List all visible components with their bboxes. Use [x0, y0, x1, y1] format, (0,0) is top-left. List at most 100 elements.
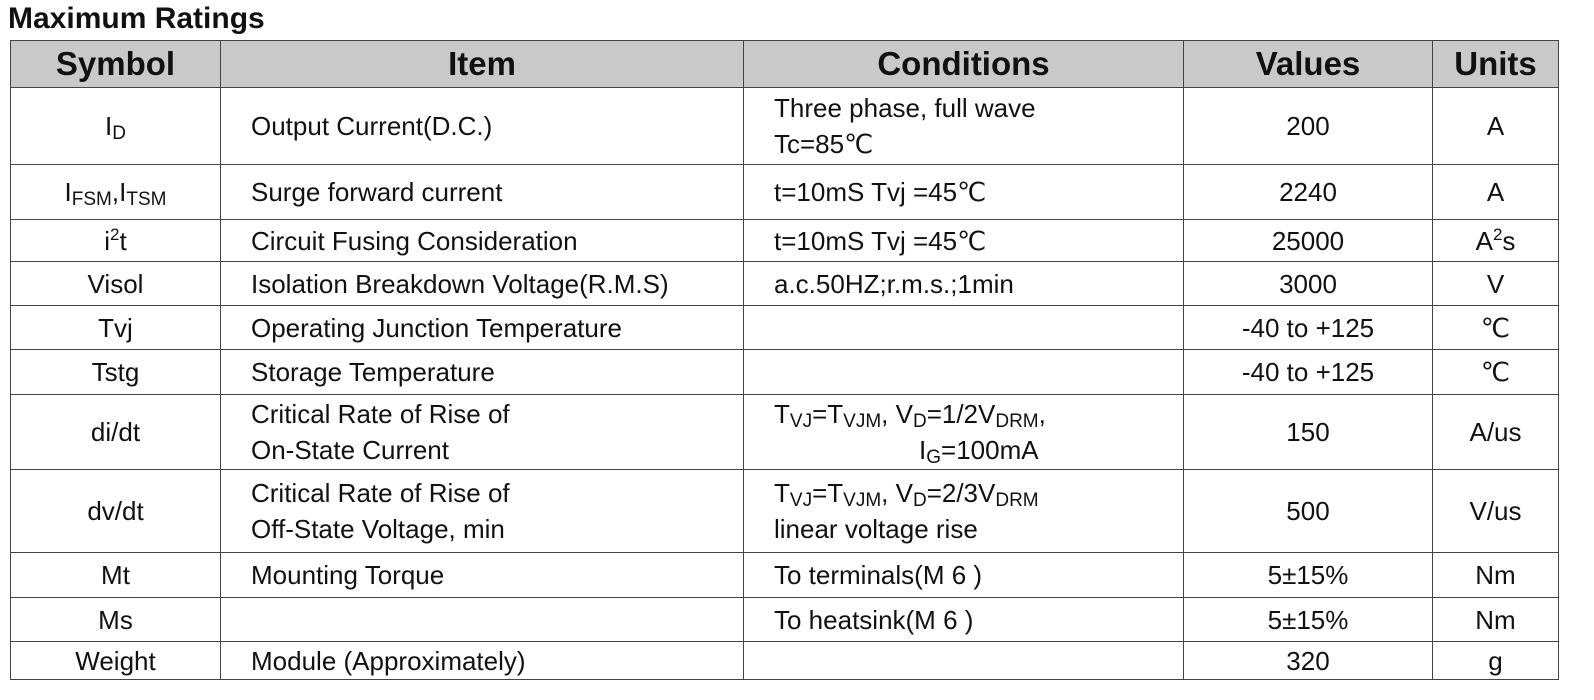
cell-text: 25000 — [1271, 225, 1345, 256]
cell-text: Isolation Breakdown Voltage(R.M.S) — [251, 268, 669, 299]
subscript: G — [926, 447, 942, 468]
table-cell: V/us — [1432, 469, 1559, 553]
table-cell: A — [1432, 87, 1559, 165]
cell-text: Nm — [1475, 560, 1516, 590]
superscript: 2 — [110, 224, 120, 244]
ratings-table: Symbol Item Conditions Values Units ID Output… — [10, 40, 1559, 680]
table-cell: A2s — [1432, 219, 1559, 262]
cell-text: Off-State Voltage, min — [251, 514, 505, 544]
cell-line: V — [1433, 266, 1558, 302]
subscript: TSM — [126, 189, 167, 210]
table-cell: di/dt — [10, 394, 221, 470]
table-row: di/dt Critical Rate of Rise of On-State Cu… — [10, 394, 1559, 470]
table-cell: Visol — [10, 261, 221, 306]
table-cell: 25000 — [1183, 219, 1433, 262]
table-cell: Ms — [10, 597, 221, 642]
cell-line: Tstg — [11, 354, 220, 390]
cell-text: di/dt — [90, 417, 141, 447]
table-cell: Circuit Fusing Consideration — [220, 219, 744, 262]
cell-line: g — [1433, 643, 1558, 679]
cell-line: Mt — [11, 557, 220, 593]
table-cell: Module (Approximately) — [220, 641, 744, 680]
cell-text: Tvj — [98, 312, 133, 343]
cell-text: Module (Approximately) — [251, 645, 526, 676]
cell-text: 2240 — [1279, 177, 1337, 207]
table-cell: ℃ — [1432, 305, 1559, 350]
table-cell — [743, 641, 1184, 680]
subscript: D — [912, 490, 927, 511]
table-row: Tstg Storage Temperature -40 to +125 ℃ — [10, 349, 1559, 395]
table-cell: 2240 — [1183, 164, 1433, 220]
cell-text: =100mA — [941, 435, 1039, 465]
cell-text: Visol — [87, 268, 144, 299]
cell-text: =T — [812, 478, 844, 508]
cell-text: 320 — [1286, 645, 1330, 676]
cell-text: i — [104, 225, 111, 256]
table-cell: Surge forward current — [220, 164, 744, 220]
table-row: Weight Module (Approximately) 320 g — [10, 641, 1559, 680]
table-cell: Nm — [1432, 552, 1559, 598]
cell-line: A/us — [1433, 414, 1558, 450]
cell-text: A — [1486, 177, 1505, 207]
cell-line: 5±15% — [1184, 602, 1432, 638]
header-cell: Conditions — [743, 40, 1184, 88]
table-cell: g — [1432, 641, 1559, 680]
cell-text: Weight — [75, 645, 156, 676]
table-cell: ℃ — [1432, 349, 1559, 395]
cell-line: Tvj — [11, 310, 220, 346]
cell-line: Three phase, full wave — [774, 90, 1183, 126]
table-cell: -40 to +125 — [1183, 349, 1433, 395]
cell-line: i2t — [11, 223, 220, 259]
cell-line: IFSM,ITSM — [11, 174, 220, 210]
cell-text: -40 to +125 — [1241, 312, 1375, 343]
table-row: Visol Isolation Breakdown Voltage(R.M.S) a… — [10, 261, 1559, 306]
cell-text: ℃ — [1480, 312, 1511, 343]
table-row: dv/dt Critical Rate of Rise of Off-State V… — [10, 469, 1559, 553]
table-cell: Isolation Breakdown Voltage(R.M.S) — [220, 261, 744, 306]
cell-text: , — [1038, 399, 1046, 429]
table-cell: dv/dt — [10, 469, 221, 553]
table-cell: TVJ=TVJM, VD=2/3VDRM linear voltage rise — [743, 469, 1184, 553]
cell-text: Tc=85℃ — [774, 129, 874, 159]
cell-line: Visol — [11, 266, 220, 302]
cell-line: 200 — [1184, 108, 1432, 144]
table-cell: IFSM,ITSM — [10, 164, 221, 220]
cell-text: T — [774, 478, 790, 508]
cell-text: A/us — [1469, 417, 1522, 447]
cell-text: -40 to +125 — [1241, 357, 1375, 387]
table-cell: V — [1432, 261, 1559, 306]
cell-line: 150 — [1184, 414, 1432, 450]
cell-line: Operating Junction Temperature — [251, 310, 743, 346]
cell-line: -40 to +125 — [1184, 310, 1432, 346]
cell-text: =T — [812, 399, 844, 429]
table-row: Ms To heatsink(M 6 ) 5±15% Nm — [10, 597, 1559, 642]
subscript: VJ — [789, 411, 813, 432]
header-cell: Symbol — [10, 40, 221, 88]
cell-line: Storage Temperature — [251, 354, 743, 390]
cell-text: ℃ — [1480, 357, 1511, 387]
cell-line: Critical Rate of Rise of — [251, 475, 743, 511]
subscript: DRM — [995, 490, 1039, 511]
cell-text: g — [1488, 645, 1503, 676]
superscript: 2 — [1492, 224, 1503, 244]
cell-text: To heatsink(M 6 ) — [774, 604, 974, 635]
cell-line: 2240 — [1184, 174, 1432, 210]
table-cell: Mt — [10, 552, 221, 598]
subscript: D — [912, 411, 927, 432]
header-cell: Item — [220, 40, 744, 88]
table-cell — [220, 597, 744, 642]
cell-text: 5±15% — [1267, 560, 1349, 590]
table-cell: 500 — [1183, 469, 1433, 553]
table-row: Tvj Operating Junction Temperature -40 to … — [10, 305, 1559, 350]
cell-line: Ms — [11, 602, 220, 638]
table-cell: 5±15% — [1183, 597, 1433, 642]
table-cell: 3000 — [1183, 261, 1433, 306]
cell-line: Module (Approximately) — [251, 643, 743, 679]
cell-text: Mounting Torque — [251, 560, 445, 590]
subscript: VJ — [789, 490, 813, 511]
cell-line: A — [1433, 108, 1558, 144]
cell-line: V/us — [1433, 493, 1558, 529]
table-cell: Weight — [10, 641, 221, 680]
table-cell: 5±15% — [1183, 552, 1433, 598]
subscript: DRM — [995, 411, 1039, 432]
